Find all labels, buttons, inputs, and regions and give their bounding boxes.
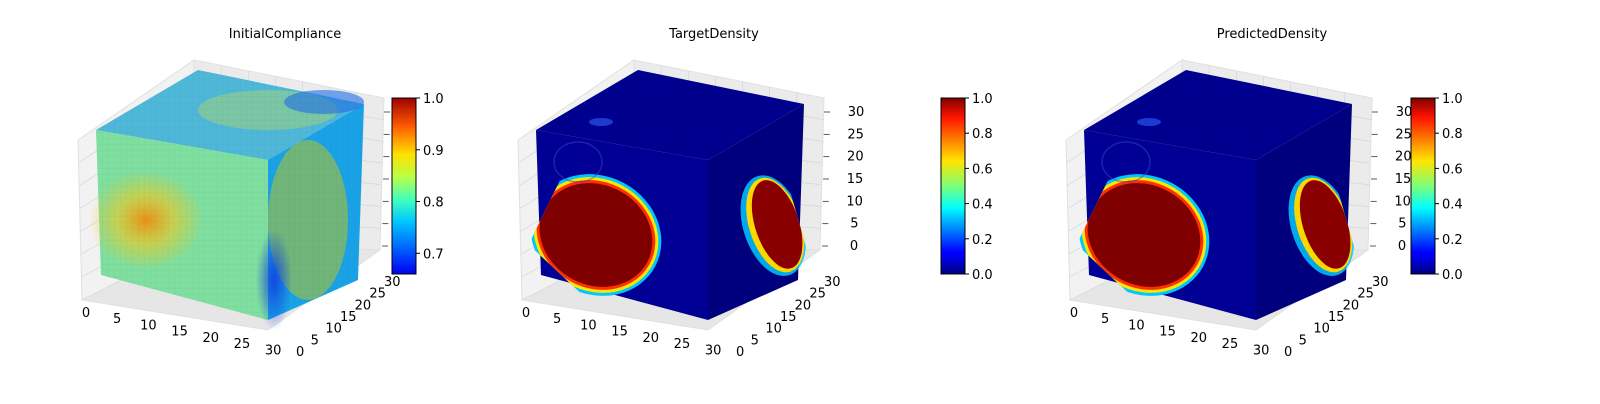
x-tick-label: 15 <box>1159 325 1176 340</box>
colorbar-tick-label: 0.8 <box>972 127 993 142</box>
z-tick-label: 25 <box>1395 127 1412 142</box>
x-tick-label: 15 <box>171 325 188 340</box>
colorbar-tick-label: 0.7 <box>423 247 444 262</box>
z-tick-label: 25 <box>847 127 864 142</box>
y-tick-label: 30 <box>1372 275 1389 290</box>
colorbar-gradient <box>392 98 416 274</box>
colorbar-tick-label: 0.4 <box>972 198 993 213</box>
y-tick-label: 0 <box>736 345 744 360</box>
x-tick-label: 0 <box>82 306 90 321</box>
colorbar-tick-label: 0.8 <box>1442 127 1463 142</box>
y-tick-label: 5 <box>751 333 759 348</box>
colorbar-gradient <box>1411 98 1435 274</box>
x-tick-label: 15 <box>611 325 628 340</box>
colorbar-tick-label: 0.0 <box>1442 268 1463 283</box>
x-tick-label: 20 <box>642 331 659 346</box>
y-tick-label: 0 <box>1284 345 1292 360</box>
x-tick-label: 10 <box>1128 318 1145 333</box>
colorbar-tick-label: 0.8 <box>423 196 444 211</box>
z-tick-label: 20 <box>847 150 864 165</box>
colorbar-tick-label: 0.0 <box>972 268 993 283</box>
chart-title: PredictedDensity <box>1217 27 1328 42</box>
z-tick-label: 10 <box>1394 194 1411 209</box>
z-tick-label: 30 <box>1396 105 1413 120</box>
x-tick-label: 20 <box>202 331 219 346</box>
x-tick-label: 30 <box>705 343 722 358</box>
colorbar-tick-label: 0.2 <box>972 233 993 248</box>
colorbar: 0.0 0.2 0.4 0.6 0.8 1.0 <box>1411 92 1463 283</box>
x-tick-label: 30 <box>265 343 282 358</box>
colorbar-tick-label: 1.0 <box>972 92 993 107</box>
x-tick-label: 25 <box>674 337 691 352</box>
colorbar-gradient <box>941 98 965 274</box>
chart-title: InitialCompliance <box>229 27 342 42</box>
y-tick-label: 30 <box>384 275 401 290</box>
chart-title: TargetDensity <box>668 27 759 42</box>
x-tick-label: 25 <box>234 337 251 352</box>
colorbar-tick-label: 1.0 <box>423 92 444 107</box>
colorbar: 0.0 0.2 0.4 0.6 0.8 1.0 <box>941 92 993 283</box>
colorbar-tick-label: 0.9 <box>423 144 444 159</box>
x-tick-label: 30 <box>1253 343 1270 358</box>
y-tick-label: 0 <box>296 345 304 360</box>
colorbar-tick-label: 0.6 <box>972 162 993 177</box>
x-tick-label: 5 <box>1101 312 1109 327</box>
x-tick-label: 20 <box>1190 331 1207 346</box>
z-tick-label: 15 <box>847 172 864 187</box>
y-tick-label: 30 <box>824 275 841 290</box>
z-tick-label: 0 <box>1398 239 1406 254</box>
x-tick-label: 5 <box>553 312 561 327</box>
x-tick-label: 10 <box>580 318 597 333</box>
z-tick-label: 20 <box>1395 150 1412 165</box>
colorbar-tick-label: 0.6 <box>1442 162 1463 177</box>
x-tick-label: 0 <box>1070 306 1078 321</box>
z-tick-label: 10 <box>846 194 863 209</box>
x-tick-label: 10 <box>140 318 157 333</box>
colorbar-tick-label: 0.2 <box>1442 233 1463 248</box>
y-tick-label: 5 <box>1299 333 1307 348</box>
z-tick-label: 15 <box>1395 172 1412 187</box>
z-tick-label: 0 <box>850 239 858 254</box>
z-tick-label: 5 <box>1398 217 1406 232</box>
colorbar-tick-label: 0.4 <box>1442 198 1463 213</box>
x-tick-label: 25 <box>1222 337 1239 352</box>
x-tick-label: 0 <box>522 306 530 321</box>
y-tick-label: 5 <box>311 333 319 348</box>
z-tick-label: 5 <box>850 217 858 232</box>
x-tick-label: 5 <box>113 312 121 327</box>
z-tick-label: 30 <box>848 105 865 120</box>
colorbar-tick-label: 1.0 <box>1442 92 1463 107</box>
colorbar: 0.7 0.8 0.9 1.0 <box>392 92 444 274</box>
